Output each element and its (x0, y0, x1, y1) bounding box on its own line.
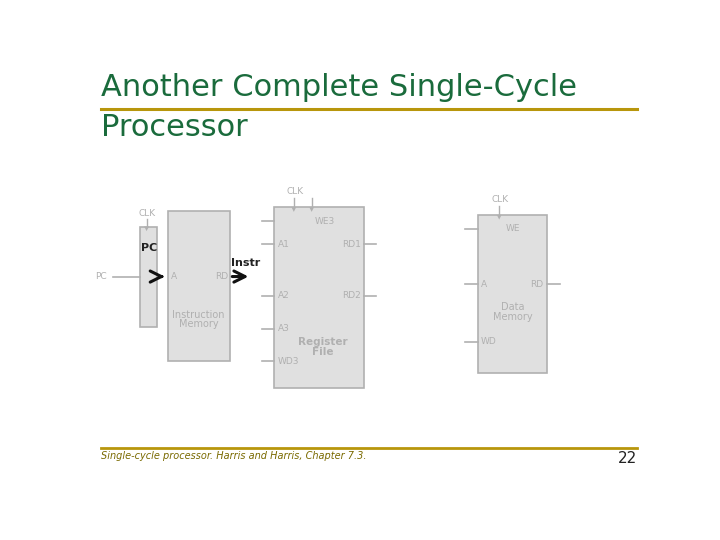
Text: Data: Data (500, 302, 524, 312)
Text: WD3: WD3 (277, 357, 299, 366)
Text: Register: Register (298, 337, 348, 347)
Text: 22: 22 (618, 451, 637, 467)
Polygon shape (310, 207, 314, 212)
Text: Single-cycle processor. Harris and Harris, Chapter 7.3.: Single-cycle processor. Harris and Harri… (101, 451, 366, 461)
Text: Instr: Instr (231, 259, 261, 268)
Text: RD: RD (215, 272, 229, 281)
Text: File: File (312, 347, 333, 357)
Text: PC: PC (96, 272, 107, 281)
Text: A3: A3 (277, 325, 289, 333)
Text: Memory: Memory (179, 319, 218, 329)
Bar (140, 226, 158, 327)
Text: RD: RD (530, 280, 544, 289)
Polygon shape (144, 226, 149, 231)
Text: Processor: Processor (101, 112, 248, 141)
Bar (477, 215, 547, 373)
Text: RD2: RD2 (342, 291, 361, 300)
Text: Another Complete Single-Cycle: Another Complete Single-Cycle (101, 72, 577, 102)
Bar (168, 211, 230, 361)
Text: WE3: WE3 (315, 217, 335, 226)
Text: Instruction: Instruction (172, 310, 225, 320)
Text: A2: A2 (277, 291, 289, 300)
Bar (274, 207, 364, 388)
Text: A: A (171, 272, 176, 281)
Text: CLK: CLK (286, 187, 303, 197)
Text: PC: PC (141, 243, 157, 253)
Text: WE: WE (505, 224, 520, 233)
Text: WD: WD (481, 338, 496, 347)
Text: A1: A1 (277, 240, 289, 249)
Text: CLK: CLK (139, 209, 156, 218)
Text: RD1: RD1 (342, 240, 361, 249)
Polygon shape (292, 207, 296, 212)
Text: Memory: Memory (492, 312, 532, 322)
Text: A: A (481, 280, 487, 289)
Polygon shape (497, 215, 502, 220)
Text: CLK: CLK (492, 195, 508, 204)
